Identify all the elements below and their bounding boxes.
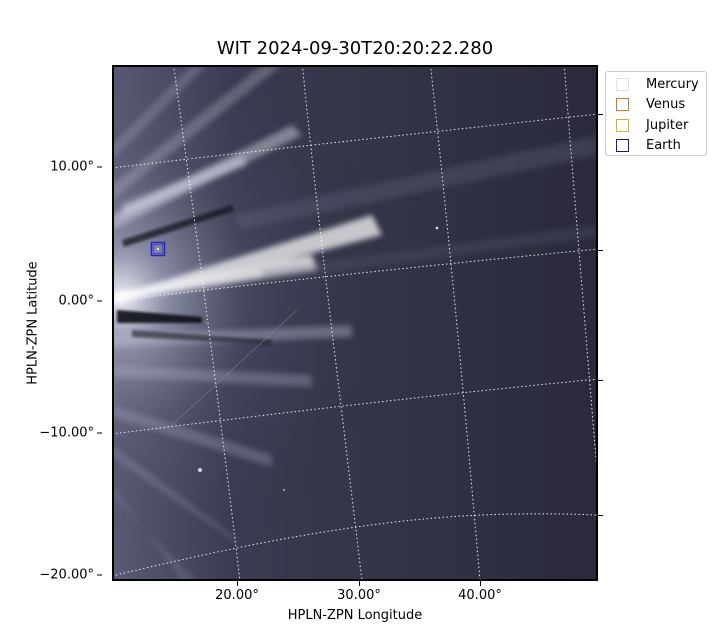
y-tick-10: 10.00°: [50, 160, 102, 175]
earth-marker-inner: [153, 244, 163, 254]
legend-label-jupiter: Jupiter: [646, 117, 689, 133]
grid-lon-40: [429, 65, 481, 581]
legend-label-venus: Venus: [646, 97, 686, 113]
background-star: [283, 489, 285, 491]
grid-lon-30: [301, 65, 363, 581]
right-tick: [598, 114, 603, 115]
x-tick-mark-40: [480, 581, 481, 586]
heliospheric-image: [112, 65, 598, 581]
y-tick-0: 0.00°: [59, 294, 102, 309]
legend-label-earth: Earth: [646, 138, 681, 154]
legend-item-earth: Earth: [616, 136, 706, 157]
legend-item-jupiter: Jupiter: [616, 115, 706, 136]
legend: Mercury Venus Jupiter Earth: [605, 71, 707, 156]
image-frame: [112, 65, 598, 581]
y-tick-m10: −10.00°: [39, 426, 102, 441]
right-tick: [598, 515, 603, 516]
x-tick-40: 40.00°: [458, 588, 502, 603]
streak: [171, 309, 298, 426]
legend-swatch-jupiter: [616, 118, 629, 132]
legend-swatch-earth: [616, 139, 629, 153]
legend-label-mercury: Mercury: [646, 76, 699, 92]
plot-title: WIT 2024-09-30T20:20:22.280: [216, 38, 494, 59]
streamers: [112, 65, 598, 581]
x-tick-mark-20: [237, 581, 238, 586]
legend-item-venus: Venus: [616, 95, 706, 116]
legend-item-mercury: Mercury: [616, 74, 706, 95]
coordinate-grid: [112, 65, 598, 581]
legend-swatch-venus: [616, 98, 629, 112]
right-tick: [598, 250, 603, 251]
right-tick: [598, 380, 603, 381]
y-axis-label: HPLN-ZPN Latitude: [25, 261, 41, 385]
earth-marker: [150, 241, 166, 257]
background-star: [197, 467, 203, 473]
y-tick-m20: −20.00°: [39, 568, 102, 583]
earth-point: [156, 247, 160, 251]
grid-lat-m20: [112, 513, 598, 577]
dark-lanes: [117, 205, 272, 345]
x-tick-30: 30.00°: [337, 588, 381, 603]
x-tick-20: 20.00°: [215, 588, 259, 603]
x-tick-mark-30: [359, 581, 360, 586]
wispr-image: [112, 65, 598, 581]
x-axis-label: HPLN-ZPN Longitude: [287, 608, 423, 623]
legend-swatch-mercury: [616, 77, 629, 91]
background-star: [435, 226, 439, 230]
